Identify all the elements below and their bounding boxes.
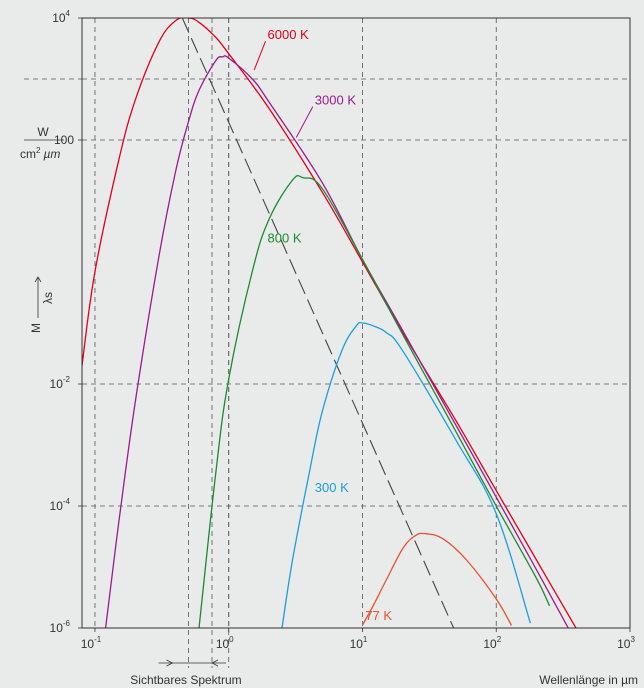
series-label-6000-k: 6000 K (268, 27, 310, 42)
series-label-300-k: 300 K (315, 480, 349, 495)
series-line-800-k (198, 174, 551, 628)
series-labels: 6000 K 3000 K 800 K 300 K 77 K (253, 27, 392, 623)
series-label-leader-6000-k (253, 40, 266, 71)
series-line-3000-k (104, 55, 569, 628)
y-unit-label: W cm2 µm (20, 125, 64, 161)
series-line-77-k (361, 532, 513, 626)
y-axis-label-subscript: λs (41, 292, 55, 304)
x-tick-label: 103 (617, 635, 635, 651)
series-label-3000-k: 3000 K (315, 93, 357, 108)
wien-displacement-line (181, 18, 455, 628)
series-label-leader-3000-k (295, 106, 314, 138)
y-unit-numerator: W (37, 125, 49, 139)
plot-frame (81, 17, 631, 629)
series-line-6000-k (82, 18, 577, 628)
series-label-77-k: 77 K (365, 608, 392, 623)
x-tick-label: 10-1 (81, 635, 102, 651)
y-axis-label-arrowhead (34, 276, 42, 283)
y-tick-label: 104 (52, 9, 70, 25)
x-tick-label: 101 (350, 635, 368, 651)
y-axis-label-main: M (29, 323, 43, 333)
y-tick-label: 10-2 (50, 375, 71, 391)
y-unit-denominator: cm2 µm (20, 146, 60, 161)
visible-spectrum-label: Sichtbares Spektrum (130, 673, 241, 687)
y-tick-label: 10-6 (50, 619, 71, 635)
y-tick-label: 10-4 (50, 497, 71, 513)
axis-ticks: 10-1 100 101 102 103 104 100 10-2 10-4 10-6 (50, 9, 636, 651)
grid-lines (24, 18, 630, 668)
visible-spectrum-indicator: Sichtbares Spektrum (130, 659, 242, 687)
series-curves (82, 18, 577, 628)
x-tick-label: 100 (216, 635, 234, 651)
visible-spectrum-arrow-right (211, 659, 219, 667)
series-label-800-k: 800 K (268, 230, 302, 245)
visible-spectrum-arrow-left (166, 659, 174, 667)
y-axis-label: M λs (29, 276, 55, 333)
y-tick-label: 100 (54, 133, 74, 147)
x-axis-label: Wellenlänge in µm (539, 673, 638, 687)
series-line-300-k (281, 321, 532, 628)
x-tick-label: 102 (483, 635, 501, 651)
